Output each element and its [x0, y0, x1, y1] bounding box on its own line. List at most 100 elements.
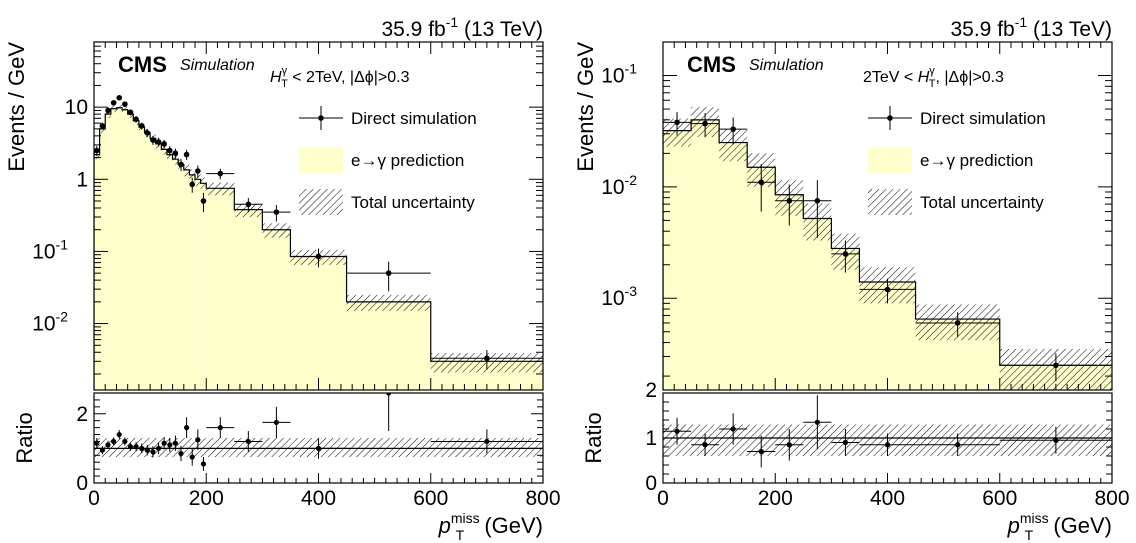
legend-entry-1: e→γ prediction	[868, 147, 1033, 173]
x-axis-label: pmiss T (GeV)	[438, 510, 543, 543]
ratio-point-marker	[273, 419, 280, 426]
direct-point-marker	[105, 107, 111, 114]
direct-point-marker	[150, 137, 156, 143]
direct-point-marker	[1053, 362, 1059, 369]
y-tick-label-2: 1	[76, 168, 88, 191]
prediction-outline	[94, 107, 543, 390]
ratio-point-marker	[167, 442, 173, 448]
y-tick-label-3: 10	[65, 96, 88, 119]
ratio-point-8	[139, 443, 145, 454]
direct-point-marker	[786, 197, 793, 204]
direct-point-5	[122, 101, 128, 107]
prediction-bin-4	[116, 107, 123, 390]
ratio-point-24	[346, 393, 431, 432]
direct-point-22	[262, 205, 291, 222]
prediction-bin-10	[150, 138, 156, 390]
ratio-point-6	[831, 429, 860, 456]
ratio-point-marker	[217, 425, 223, 431]
direct-point-10	[150, 135, 156, 145]
x-tick-label-0: 0	[88, 487, 100, 510]
direct-point-9	[144, 129, 151, 138]
legend-entry-0: Direct simulation	[868, 106, 1046, 130]
direct-point-25	[430, 350, 543, 370]
direct-point-marker	[161, 141, 167, 147]
direct-point-marker	[127, 109, 134, 116]
prediction-bin-16	[183, 169, 190, 390]
ratio-point-0	[663, 417, 692, 445]
prediction-bin-5	[803, 218, 832, 390]
x-tick-label-4: 800	[525, 487, 560, 510]
ratio-point-12	[161, 436, 167, 450]
direct-point-9	[999, 353, 1112, 382]
direct-point-21	[234, 198, 263, 213]
direct-point-marker	[484, 355, 490, 362]
ratio-point-2	[105, 440, 111, 450]
direct-point-marker	[200, 198, 207, 204]
direct-point-8	[915, 312, 1000, 337]
ratio-point-3	[747, 435, 776, 468]
direct-point-marker	[195, 168, 201, 174]
prediction-bin-2	[719, 142, 748, 390]
direct-point-8	[138, 122, 145, 130]
left-chart: 10-2 10-1 1 10 Events / GeV 35.9 fb-1 (13 TeV…	[4, 14, 561, 543]
cut-label: 2TeV < Hγ T, |Δϕ|>0.3	[863, 65, 1004, 90]
ratio-point-marker	[150, 449, 156, 455]
ratio-point-marker	[245, 438, 251, 445]
lumi-label: 35.9 fb-1 (13 TeV)	[950, 14, 1112, 41]
direct-point-marker	[133, 116, 139, 123]
ratio-point-marker	[172, 440, 178, 446]
x-axis-label: pmiss T (GeV)	[1007, 510, 1112, 543]
uncertainty-bin-18	[195, 173, 201, 187]
direct-point-marker	[166, 147, 173, 154]
ratio-point-marker	[674, 428, 680, 434]
direct-point-20	[206, 168, 235, 180]
prediction-bin-3	[110, 108, 117, 390]
direct-point-marker	[884, 286, 891, 293]
ratio-point-4	[775, 429, 804, 461]
direct-point-7	[133, 116, 139, 123]
ratio-point-15	[178, 445, 184, 462]
direct-point-6	[127, 109, 134, 116]
direct-point-marker	[138, 123, 145, 129]
ratio-point-marker	[155, 445, 162, 451]
y-tick-label-1: 10-2	[601, 172, 637, 199]
direct-point-3	[747, 164, 776, 212]
direct-point-14	[172, 148, 179, 159]
direct-point-4	[116, 94, 123, 101]
direct-point-marker	[730, 126, 736, 132]
ratio-plot-area	[663, 395, 1112, 468]
direct-point-4	[775, 184, 804, 226]
direct-point-2	[105, 107, 111, 114]
legend-label: e→γ prediction	[920, 151, 1033, 170]
direct-point-marker	[758, 179, 765, 186]
prediction-bin-21	[234, 209, 263, 390]
legend-fill-swatch	[868, 147, 912, 173]
ratio-axis-label: Ratio	[581, 412, 606, 463]
prediction-bin-22	[262, 229, 291, 390]
direct-point-24	[346, 261, 431, 292]
right-chart: 10-3 10-2 10-1 2 Events / GeV 35.9 fb-1 (13 T…	[573, 14, 1130, 543]
legend-entry-1: e→γ prediction	[299, 147, 464, 173]
ratio-point-2	[719, 413, 748, 445]
ratio-point-18	[195, 429, 201, 451]
prediction-bin-1	[691, 119, 720, 390]
direct-point-marker	[273, 209, 280, 215]
ratio-point-6	[127, 442, 134, 451]
x-tick-label-4: 800	[1094, 487, 1129, 510]
cms-label: CMS	[687, 52, 736, 77]
ratio-point-marker	[730, 426, 736, 432]
prediction-bin-18	[195, 179, 201, 390]
legend-hatch-swatch	[868, 189, 912, 215]
ratio-point-marker	[189, 454, 195, 460]
legend-label: Direct simulation	[920, 109, 1046, 128]
ratio-point-marker	[139, 445, 145, 451]
legend-entry-2: Total uncertainty	[868, 189, 1044, 215]
legend-label: e→γ prediction	[351, 151, 464, 170]
direct-point-marker	[954, 320, 961, 326]
ratio-point-25	[430, 429, 543, 454]
ratio-point-23	[290, 438, 347, 459]
ratio-point-5	[122, 437, 128, 446]
ratio-point-17	[189, 448, 195, 466]
prediction-bin-12	[161, 149, 167, 390]
direct-point-marker	[814, 197, 821, 204]
